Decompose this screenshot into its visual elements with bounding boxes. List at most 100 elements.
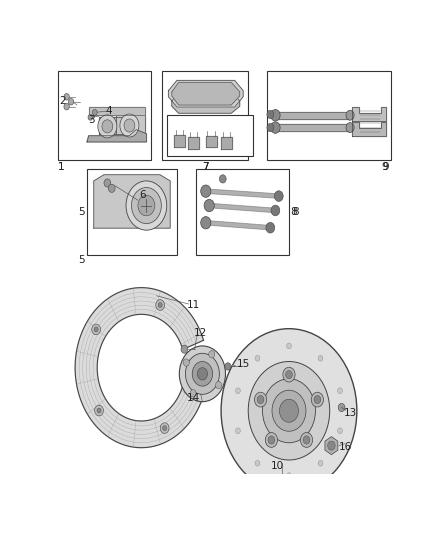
Circle shape	[215, 382, 222, 389]
Circle shape	[272, 390, 306, 431]
Text: 1: 1	[58, 162, 65, 172]
Circle shape	[257, 395, 264, 403]
Polygon shape	[88, 107, 145, 115]
Circle shape	[271, 109, 280, 121]
Circle shape	[338, 428, 343, 434]
Circle shape	[254, 392, 267, 407]
Circle shape	[185, 353, 219, 394]
Circle shape	[156, 300, 165, 310]
Circle shape	[183, 359, 189, 366]
Circle shape	[138, 195, 155, 216]
Polygon shape	[172, 83, 240, 105]
Circle shape	[97, 408, 101, 413]
Circle shape	[124, 119, 135, 132]
Circle shape	[266, 222, 275, 233]
Circle shape	[286, 473, 291, 479]
Circle shape	[190, 390, 196, 397]
Circle shape	[328, 441, 335, 450]
Polygon shape	[352, 122, 386, 136]
Circle shape	[311, 392, 324, 407]
Polygon shape	[206, 136, 217, 147]
Circle shape	[160, 423, 169, 433]
Text: 1: 1	[58, 161, 65, 172]
Circle shape	[279, 399, 298, 422]
Polygon shape	[75, 288, 204, 448]
Circle shape	[104, 179, 111, 187]
Circle shape	[92, 109, 97, 115]
Circle shape	[197, 368, 208, 380]
Circle shape	[162, 426, 166, 431]
Circle shape	[271, 205, 280, 216]
Text: 14: 14	[187, 393, 200, 402]
Circle shape	[108, 184, 115, 192]
Circle shape	[126, 181, 167, 230]
Circle shape	[68, 99, 74, 105]
Circle shape	[94, 327, 98, 332]
Text: 2: 2	[60, 96, 66, 106]
Text: 15: 15	[237, 359, 251, 369]
Circle shape	[268, 436, 275, 444]
Polygon shape	[352, 107, 386, 122]
Text: 6: 6	[140, 190, 146, 200]
Text: 10: 10	[271, 461, 284, 471]
Circle shape	[236, 388, 240, 393]
Circle shape	[286, 370, 293, 379]
Polygon shape	[210, 204, 276, 213]
Text: 16: 16	[339, 442, 352, 452]
Circle shape	[346, 110, 354, 120]
Circle shape	[179, 346, 226, 402]
Bar	[167, 115, 253, 156]
Circle shape	[271, 122, 280, 133]
Circle shape	[286, 343, 291, 349]
Text: 8: 8	[292, 207, 298, 217]
Polygon shape	[174, 135, 185, 147]
Circle shape	[248, 361, 330, 460]
Text: 9: 9	[381, 162, 388, 172]
Text: 13: 13	[343, 408, 357, 418]
Polygon shape	[172, 93, 240, 113]
Circle shape	[255, 356, 260, 361]
Polygon shape	[94, 175, 170, 228]
Circle shape	[98, 115, 117, 138]
Text: 12: 12	[194, 328, 207, 338]
Circle shape	[221, 329, 357, 493]
Circle shape	[131, 188, 161, 224]
Circle shape	[192, 361, 212, 386]
Circle shape	[318, 356, 323, 361]
Circle shape	[88, 115, 93, 120]
Text: 9: 9	[382, 161, 389, 172]
Circle shape	[204, 199, 214, 212]
Circle shape	[262, 379, 315, 443]
Polygon shape	[99, 117, 130, 134]
Circle shape	[274, 191, 283, 201]
Text: 5: 5	[78, 207, 85, 217]
Bar	[58, 71, 152, 160]
Circle shape	[303, 436, 310, 444]
Circle shape	[181, 345, 188, 353]
Polygon shape	[276, 124, 350, 131]
Polygon shape	[188, 138, 199, 149]
Bar	[162, 71, 248, 160]
Circle shape	[64, 93, 69, 100]
Circle shape	[201, 185, 211, 197]
Circle shape	[158, 303, 162, 308]
Circle shape	[120, 114, 139, 137]
Circle shape	[267, 110, 274, 118]
Circle shape	[92, 324, 101, 335]
Polygon shape	[221, 138, 232, 149]
Circle shape	[265, 433, 278, 447]
Text: 8: 8	[291, 207, 297, 217]
Bar	[196, 169, 289, 255]
Circle shape	[267, 124, 274, 132]
Text: 4: 4	[105, 106, 112, 116]
Bar	[267, 71, 391, 160]
Polygon shape	[116, 115, 145, 136]
Circle shape	[201, 216, 211, 229]
Circle shape	[219, 175, 226, 183]
Circle shape	[318, 461, 323, 466]
Text: 3: 3	[88, 115, 95, 125]
Circle shape	[255, 461, 260, 466]
Text: 7: 7	[201, 162, 208, 172]
Circle shape	[283, 367, 295, 382]
Circle shape	[236, 428, 240, 434]
